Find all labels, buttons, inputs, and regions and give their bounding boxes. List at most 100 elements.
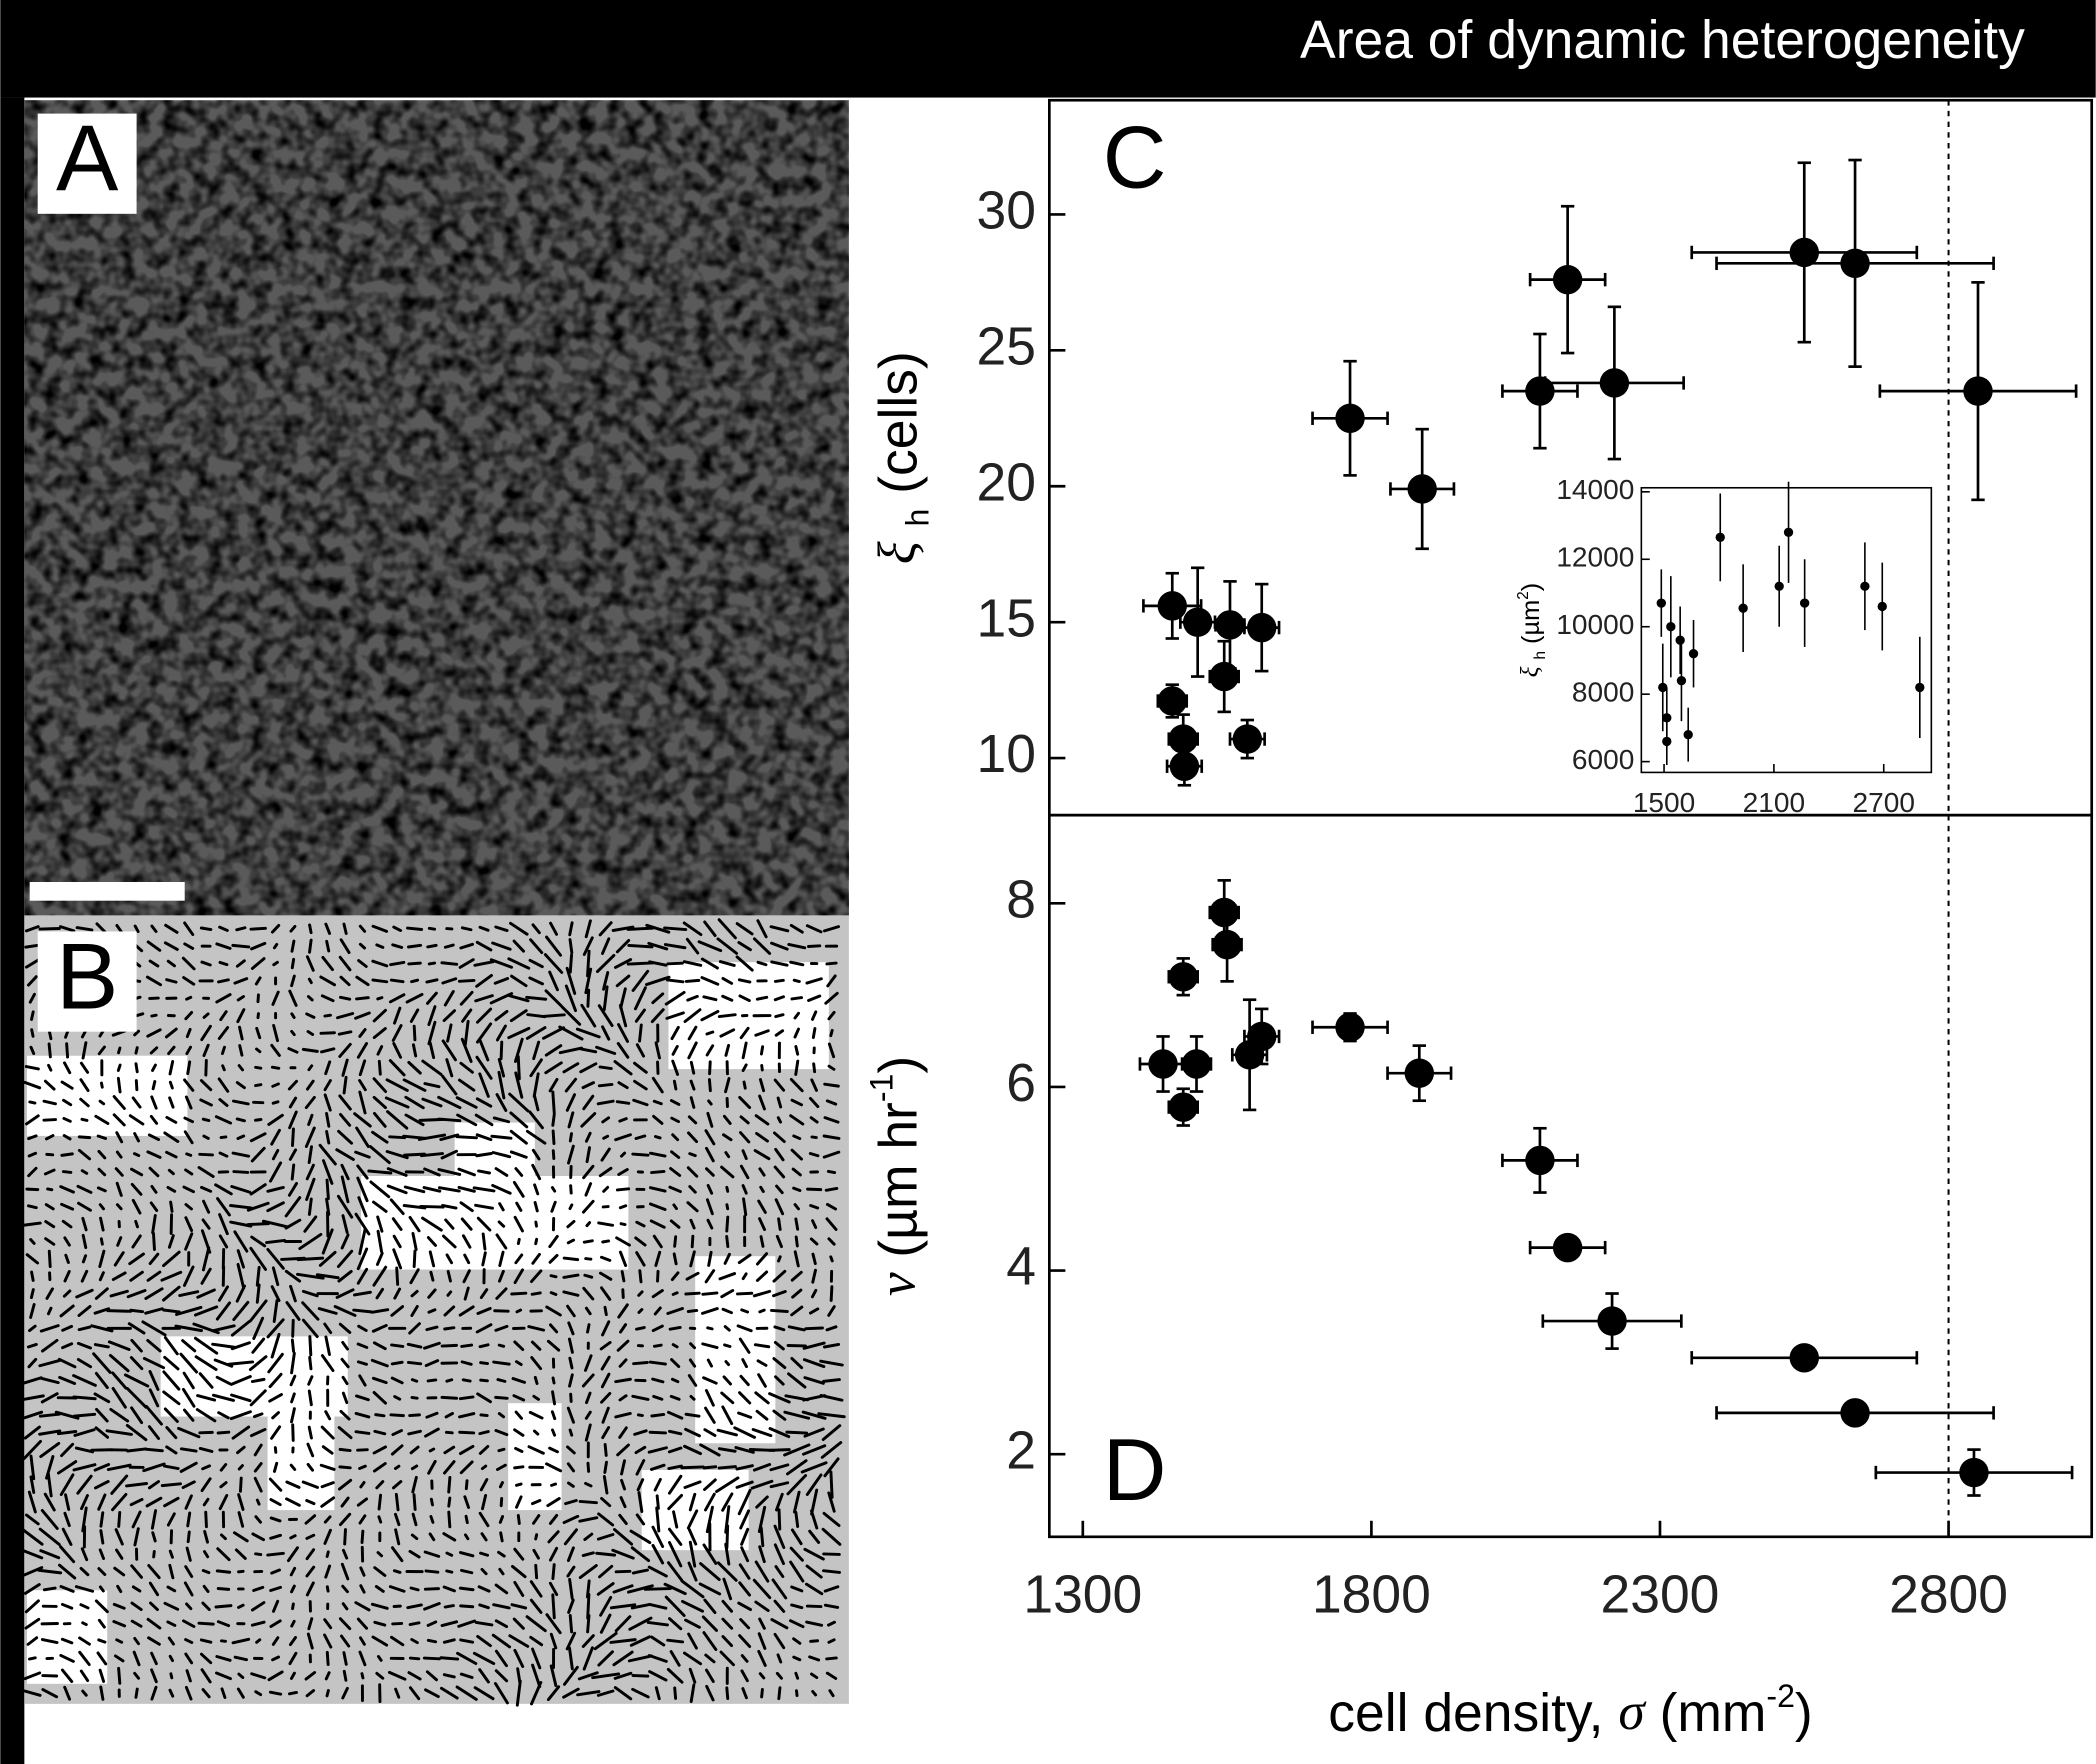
velocity-arrow xyxy=(57,1460,78,1475)
velocity-arrow xyxy=(354,1212,371,1236)
velocity-arrow xyxy=(30,1010,35,1021)
velocity-arrow xyxy=(389,960,406,967)
velocity-arrow xyxy=(99,1237,104,1246)
velocity-arrow xyxy=(217,1285,229,1302)
velocity-arrow xyxy=(232,1531,249,1543)
velocity-arrow xyxy=(27,1166,38,1178)
velocity-arrow xyxy=(827,1638,836,1644)
velocity-arrow xyxy=(567,1598,575,1614)
velocity-arrow xyxy=(566,1546,575,1563)
velocity-arrow xyxy=(371,959,389,968)
velocity-arrow xyxy=(738,1581,752,1597)
velocity-arrow xyxy=(754,1114,770,1126)
velocity-arrow xyxy=(320,1481,335,1489)
velocity-arrow xyxy=(393,1395,402,1401)
velocity-arrow xyxy=(741,1063,748,1073)
velocity-arrow xyxy=(738,1391,752,1405)
velocity-arrow xyxy=(133,924,140,934)
velocity-arrow xyxy=(614,1615,632,1633)
velocity-arrow xyxy=(270,923,281,934)
velocity-arrow xyxy=(202,1134,210,1140)
velocity-arrow xyxy=(72,1395,97,1401)
velocity-arrow xyxy=(79,1078,90,1093)
velocity-arrow xyxy=(741,1687,748,1700)
velocity-arrow xyxy=(25,925,40,933)
velocity-arrow xyxy=(562,1514,580,1525)
velocity-arrow xyxy=(181,956,196,971)
velocity-arrow xyxy=(81,1254,88,1264)
velocity-arrow xyxy=(615,974,631,988)
velocity-arrow xyxy=(196,1288,216,1299)
velocity-arrow xyxy=(113,1654,125,1663)
velocity-arrow xyxy=(165,1445,178,1455)
velocity-arrow xyxy=(790,1305,804,1317)
velocity-arrow xyxy=(789,1114,805,1126)
velocity-arrow xyxy=(255,1265,261,1287)
velocity-arrow xyxy=(754,1029,770,1037)
velocity-arrow xyxy=(791,1167,802,1177)
velocity-arrow xyxy=(426,943,438,949)
velocity-arrow xyxy=(219,1463,228,1472)
velocity-arrow xyxy=(323,1528,332,1545)
velocity-arrow xyxy=(791,1288,803,1299)
velocity-arrow xyxy=(822,1378,841,1383)
velocity-arrow xyxy=(672,1079,678,1091)
velocity-arrow xyxy=(437,1117,462,1123)
velocity-arrow xyxy=(358,1374,367,1387)
velocity-arrow xyxy=(408,1322,421,1335)
velocity-arrow xyxy=(425,1325,439,1332)
label-part: σ xyxy=(1618,1681,1647,1741)
velocity-arrow xyxy=(251,1532,266,1542)
velocity-arrow xyxy=(319,975,337,987)
velocity-arrow xyxy=(181,1387,196,1408)
velocity-arrow xyxy=(702,1631,718,1652)
velocity-arrow xyxy=(407,943,423,949)
velocity-arrow xyxy=(106,1309,133,1313)
velocity-arrow xyxy=(355,975,370,987)
velocity-arrow xyxy=(422,1656,441,1661)
velocity-arrow xyxy=(301,1318,319,1338)
velocity-arrow xyxy=(184,1203,193,1211)
velocity-arrow xyxy=(809,1509,819,1530)
velocity-arrow xyxy=(565,966,577,995)
velocity-arrow xyxy=(305,1012,316,1019)
velocity-arrow xyxy=(167,1234,175,1249)
velocity-arrow xyxy=(44,1134,55,1141)
velocity-arrow xyxy=(667,1527,683,1546)
velocity-arrow xyxy=(25,1253,40,1265)
velocity-arrow xyxy=(805,924,823,934)
velocity-arrow xyxy=(472,1186,496,1193)
velocity-arrow xyxy=(443,1604,455,1609)
velocity-arrow xyxy=(183,1078,195,1092)
velocity-arrow xyxy=(92,1352,112,1374)
velocity-arrow xyxy=(428,1447,436,1453)
velocity-arrow xyxy=(794,1059,800,1076)
velocity-arrow xyxy=(515,1308,523,1314)
velocity-arrow xyxy=(631,1674,650,1678)
velocity-arrow xyxy=(752,1578,772,1600)
velocity-arrow xyxy=(584,1131,592,1143)
velocity-arrow xyxy=(760,1064,764,1072)
velocity-arrow xyxy=(268,1690,283,1696)
velocity-arrow xyxy=(246,1201,270,1212)
velocity-arrow xyxy=(777,1255,782,1263)
velocity-arrow xyxy=(652,1114,664,1125)
velocity-arrow xyxy=(596,1689,615,1697)
velocity-arrow xyxy=(494,1583,509,1595)
velocity-arrow xyxy=(810,1078,818,1092)
data-point xyxy=(1597,1306,1627,1336)
data-point xyxy=(1877,601,1887,612)
velocity-arrow xyxy=(109,1407,130,1423)
velocity-arrow xyxy=(392,1042,403,1059)
velocity-arrow xyxy=(629,1635,651,1647)
velocity-arrow xyxy=(373,1566,387,1577)
velocity-arrow xyxy=(319,1031,336,1035)
velocity-arrow xyxy=(249,1132,267,1143)
velocity-arrow xyxy=(358,924,367,933)
velocity-arrow xyxy=(756,919,768,939)
velocity-arrow xyxy=(792,1490,801,1514)
velocity-arrow xyxy=(112,1095,126,1110)
velocity-arrow xyxy=(478,1072,490,1098)
velocity-arrow xyxy=(478,1511,490,1528)
velocity-arrow xyxy=(492,1603,511,1610)
